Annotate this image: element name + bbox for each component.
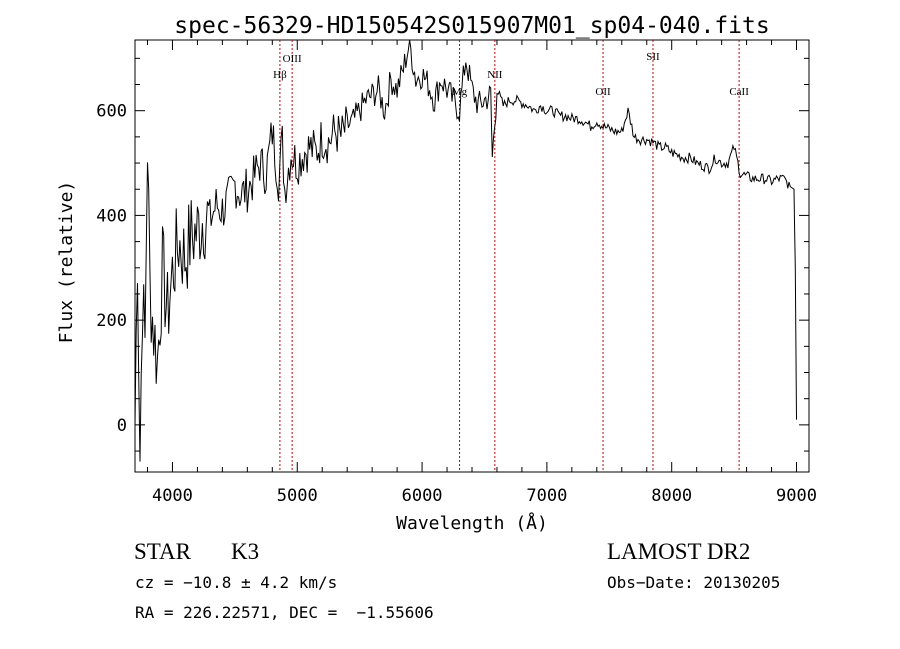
x-axis-label: Wavelength (Å)	[396, 512, 548, 534]
emission-line-label: OII	[595, 86, 611, 98]
obs-date-label: Obs−Date: 20130205	[607, 573, 781, 592]
emission-line-markers: Hβ OIII Mg NII OII SII CaII	[273, 40, 749, 472]
emission-line-label: Mg	[452, 86, 468, 98]
coordinates-label: RA = 226.22571, DEC = −1.55606	[135, 603, 434, 622]
y-tick-label: 600	[96, 102, 127, 122]
survey-label: LAMOST DR2	[607, 539, 751, 564]
emission-line-label: NII	[487, 69, 503, 81]
x-tick-label: 6000	[402, 486, 443, 506]
x-tick-label: 9000	[776, 486, 817, 506]
object-subclass: K3	[230, 539, 260, 564]
emission-line-label: OIII	[283, 53, 302, 65]
x-tick-label: 7000	[526, 486, 567, 506]
object-type: STAR	[134, 539, 191, 564]
redshift-label: cz = −10.8 ± 4.2 km/s	[135, 573, 338, 592]
y-tick-label: 200	[96, 311, 127, 331]
y-axis-label: Flux (relative)	[56, 181, 77, 344]
y-tick-label: 400	[96, 206, 127, 226]
x-tick-label: 8000	[651, 486, 692, 506]
object-class: STAR K3	[134, 539, 259, 565]
plot-area	[134, 39, 810, 473]
emission-line-label: CaII	[729, 86, 749, 98]
x-tick-label: 4000	[152, 486, 193, 506]
chart-title: spec-56329-HD150542S015907M01_sp04-040.f…	[174, 13, 769, 39]
series-layer	[134, 39, 797, 462]
emission-line-label: Hβ	[273, 69, 287, 81]
y-tick-label: 0	[117, 416, 127, 436]
x-tick-label: 5000	[277, 486, 318, 506]
emission-line-label: SII	[646, 51, 660, 63]
axis-ticks: 4000 5000 6000 7000 8000 9000 0 200 400 600	[96, 40, 817, 506]
spectrum-line	[134, 39, 797, 462]
